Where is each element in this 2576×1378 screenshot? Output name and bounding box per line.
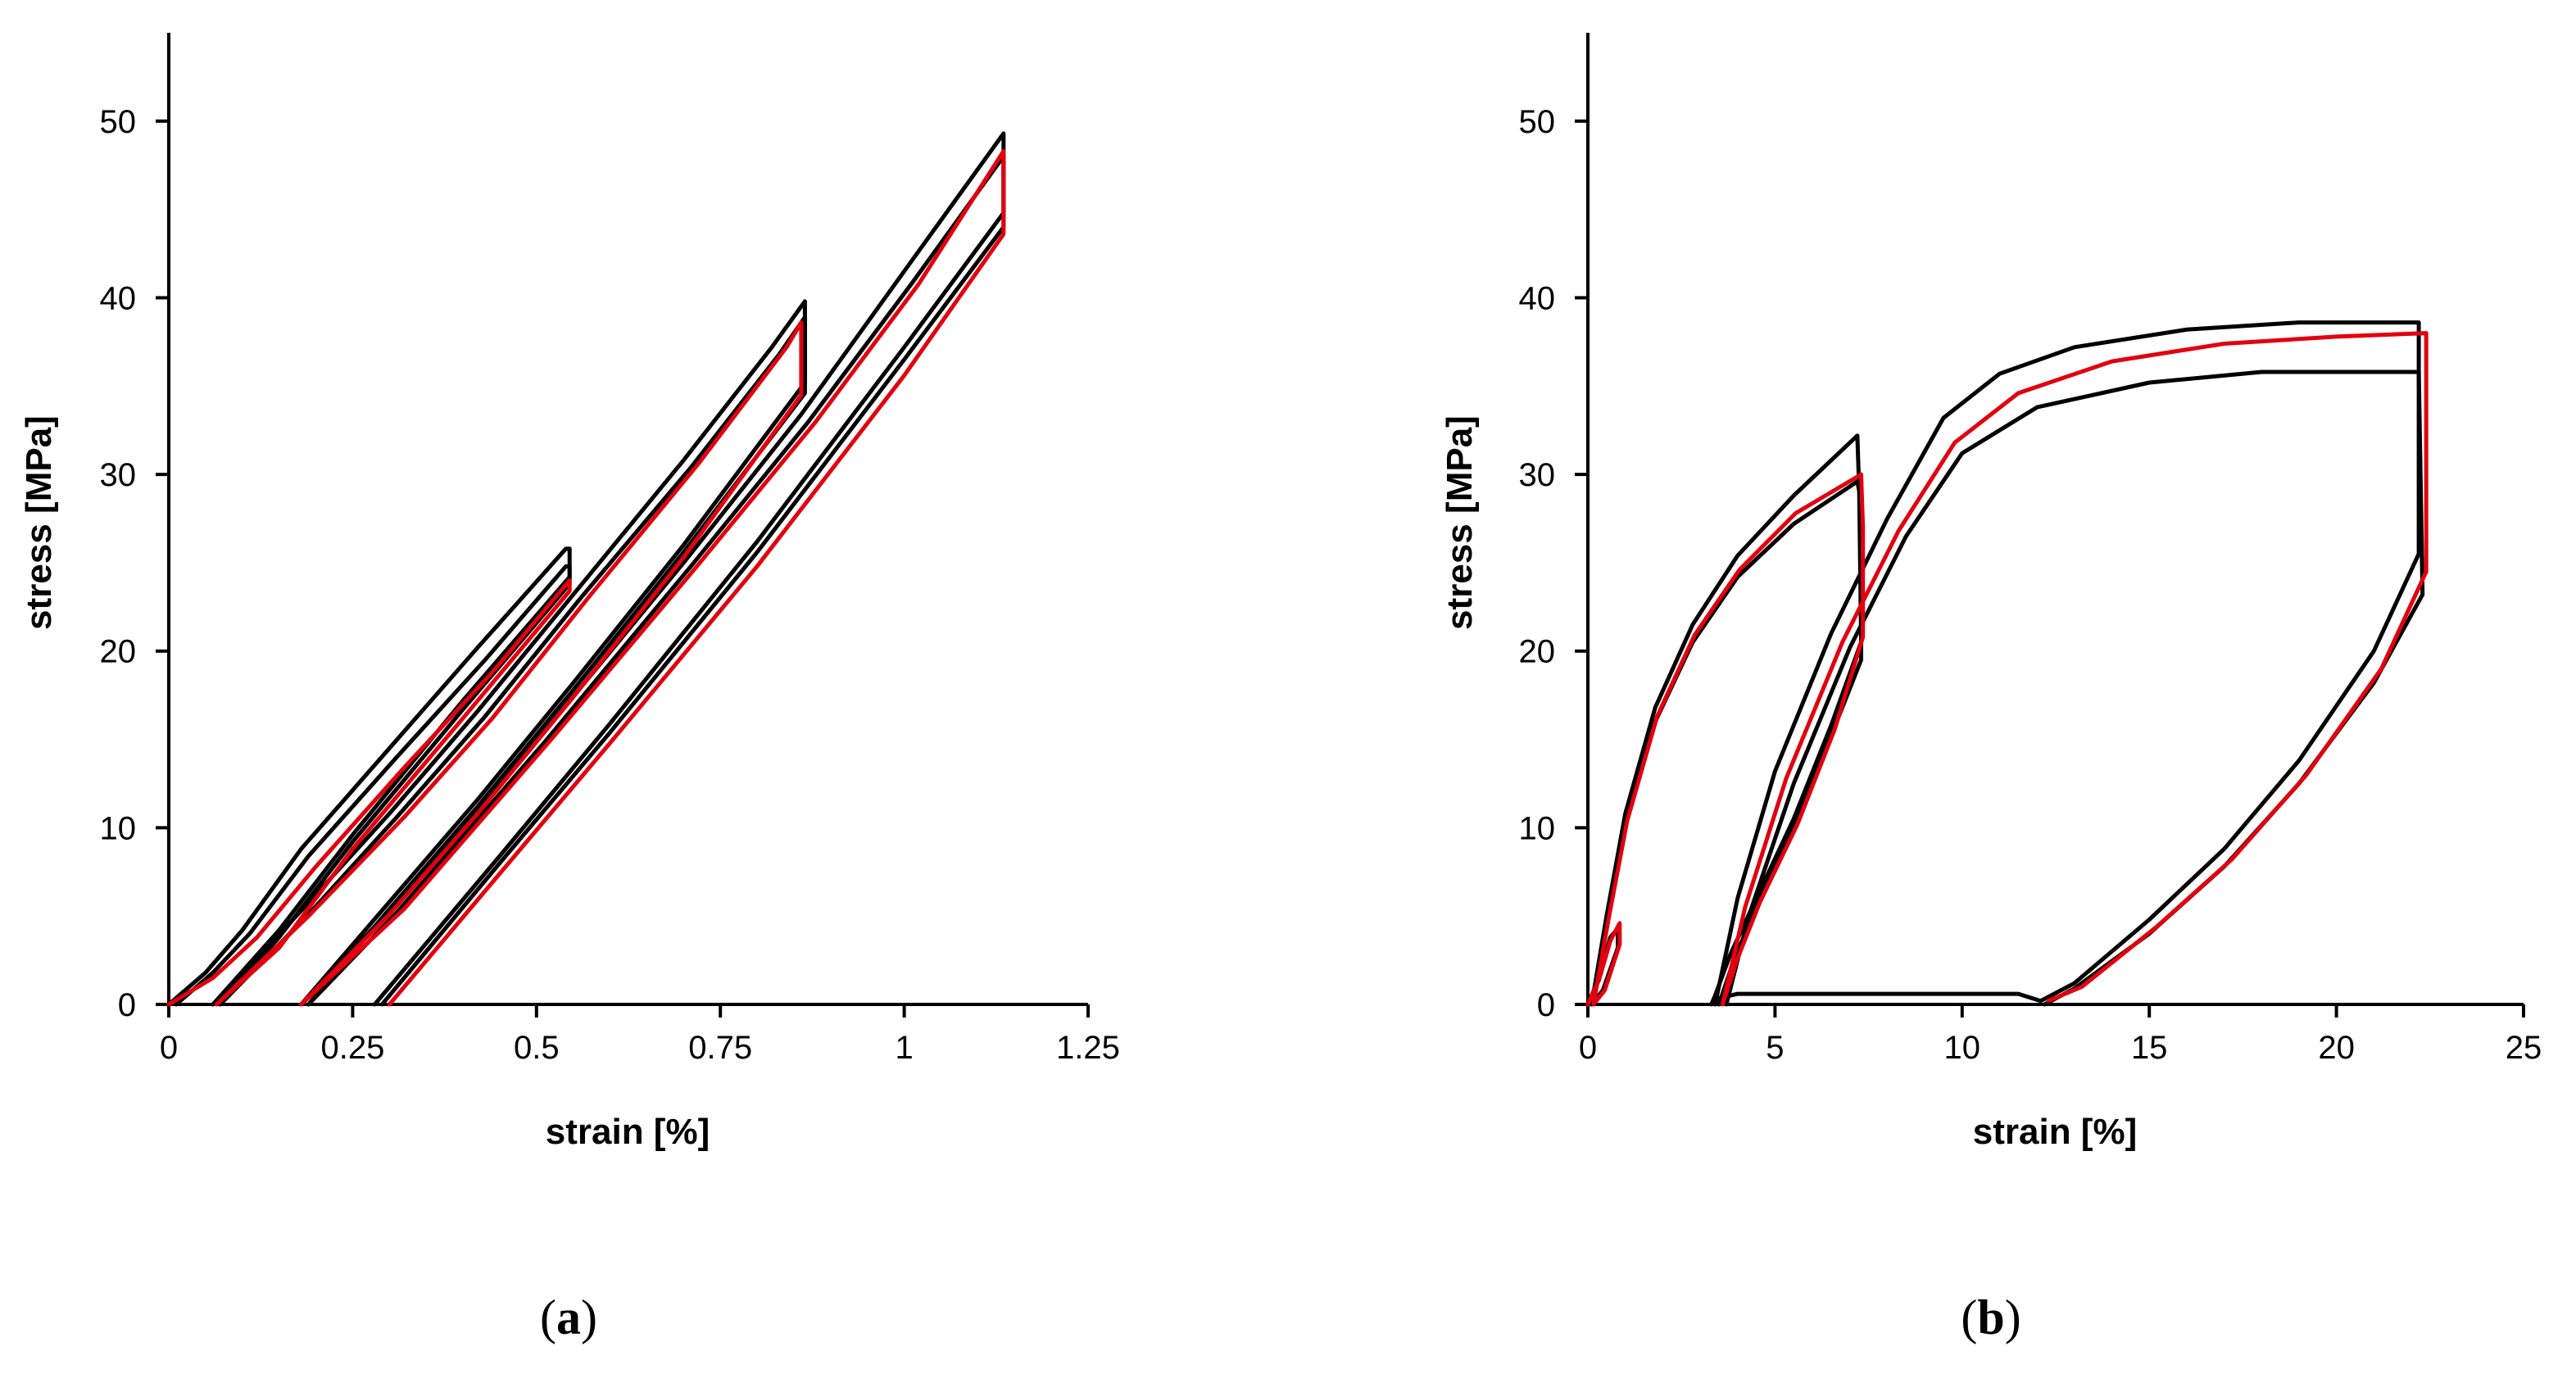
panel-a-y-tick-label: 40	[100, 280, 137, 316]
panel-a-series-cycle-2	[211, 299, 807, 1007]
panel-a-y-tick-label: 50	[100, 104, 137, 140]
panel-b-chart: 0 5 10 15 20 25 0 10 20 30 40 50	[1519, 33, 2542, 1066]
panel-a-label-letter: a	[556, 1290, 581, 1344]
panel-a-chart: 0 0.25 0.5 0.75 1 1.25 0 10 20 30 40 50	[100, 33, 1120, 1066]
panel-b-y-axis-title: stress [MPa]	[1440, 415, 1480, 630]
panel-b-x-axis-title: strain [%]	[1973, 1112, 2137, 1152]
panel-a-x-tick-label: 0	[160, 1030, 178, 1066]
panel-b-x-tick-label: 10	[1944, 1030, 1981, 1066]
panel-a-x-tick-label: 0.75	[688, 1030, 752, 1066]
panel-b-y-tick-label: 40	[1519, 280, 1556, 316]
panel-b-x-tick-label: 0	[1579, 1030, 1597, 1066]
panel-a-y-tick-label: 0	[118, 987, 136, 1023]
panel-b-y-tick-label: 10	[1519, 810, 1556, 846]
panel-a-series-cycle-1	[166, 546, 572, 1007]
panel-a-y-tick-label: 20	[100, 634, 137, 670]
panel-a-series-cycle-3	[299, 131, 1006, 1007]
panel-a-y-axis-title: stress [MPa]	[19, 415, 59, 630]
panel-b-y-tick-label: 30	[1519, 457, 1556, 493]
panel-b-series-cycle-2b	[1590, 479, 1863, 1007]
panel-b-y-tick-label: 20	[1519, 634, 1556, 670]
panel-b-x-tick-label: 25	[2506, 1030, 2542, 1066]
panel-b-series-cycle-3b	[1724, 369, 2425, 1007]
panel-b-label-letter: b	[1977, 1290, 2004, 1344]
panel-a-y-tick-label: 10	[100, 810, 137, 846]
panel-a-series-cycle-1b	[174, 564, 572, 1007]
panel-a-x-tick-label: 1.25	[1056, 1030, 1120, 1066]
panel-b-series-average	[1585, 331, 2429, 1007]
panel-b-label: (b)	[1961, 1290, 2020, 1344]
panel-a-y-tick-label: 30	[100, 457, 137, 493]
panel-a-x-tick-label: 0.25	[320, 1030, 384, 1066]
panel-b-series-cycle-3	[1712, 320, 2421, 1007]
panel-b-y-tick-label: 50	[1519, 104, 1556, 140]
panel-a-x-axis-title: strain [%]	[546, 1112, 710, 1152]
panel-a-series-average	[166, 149, 1006, 1007]
panel-b-x-tick-label: 20	[2318, 1030, 2355, 1066]
panel-a-x-tick-label: 0.5	[514, 1030, 560, 1066]
panel-a-x-tick-label: 1	[895, 1030, 913, 1066]
panel-b-x-tick-label: 15	[2131, 1030, 2168, 1066]
panel-b-y-tick-label: 0	[1537, 987, 1555, 1023]
panel-a-label: (a)	[540, 1290, 597, 1344]
panel-b-x-tick-label: 5	[1766, 1030, 1784, 1066]
panel-b-series-cycle-2	[1590, 433, 1863, 1007]
